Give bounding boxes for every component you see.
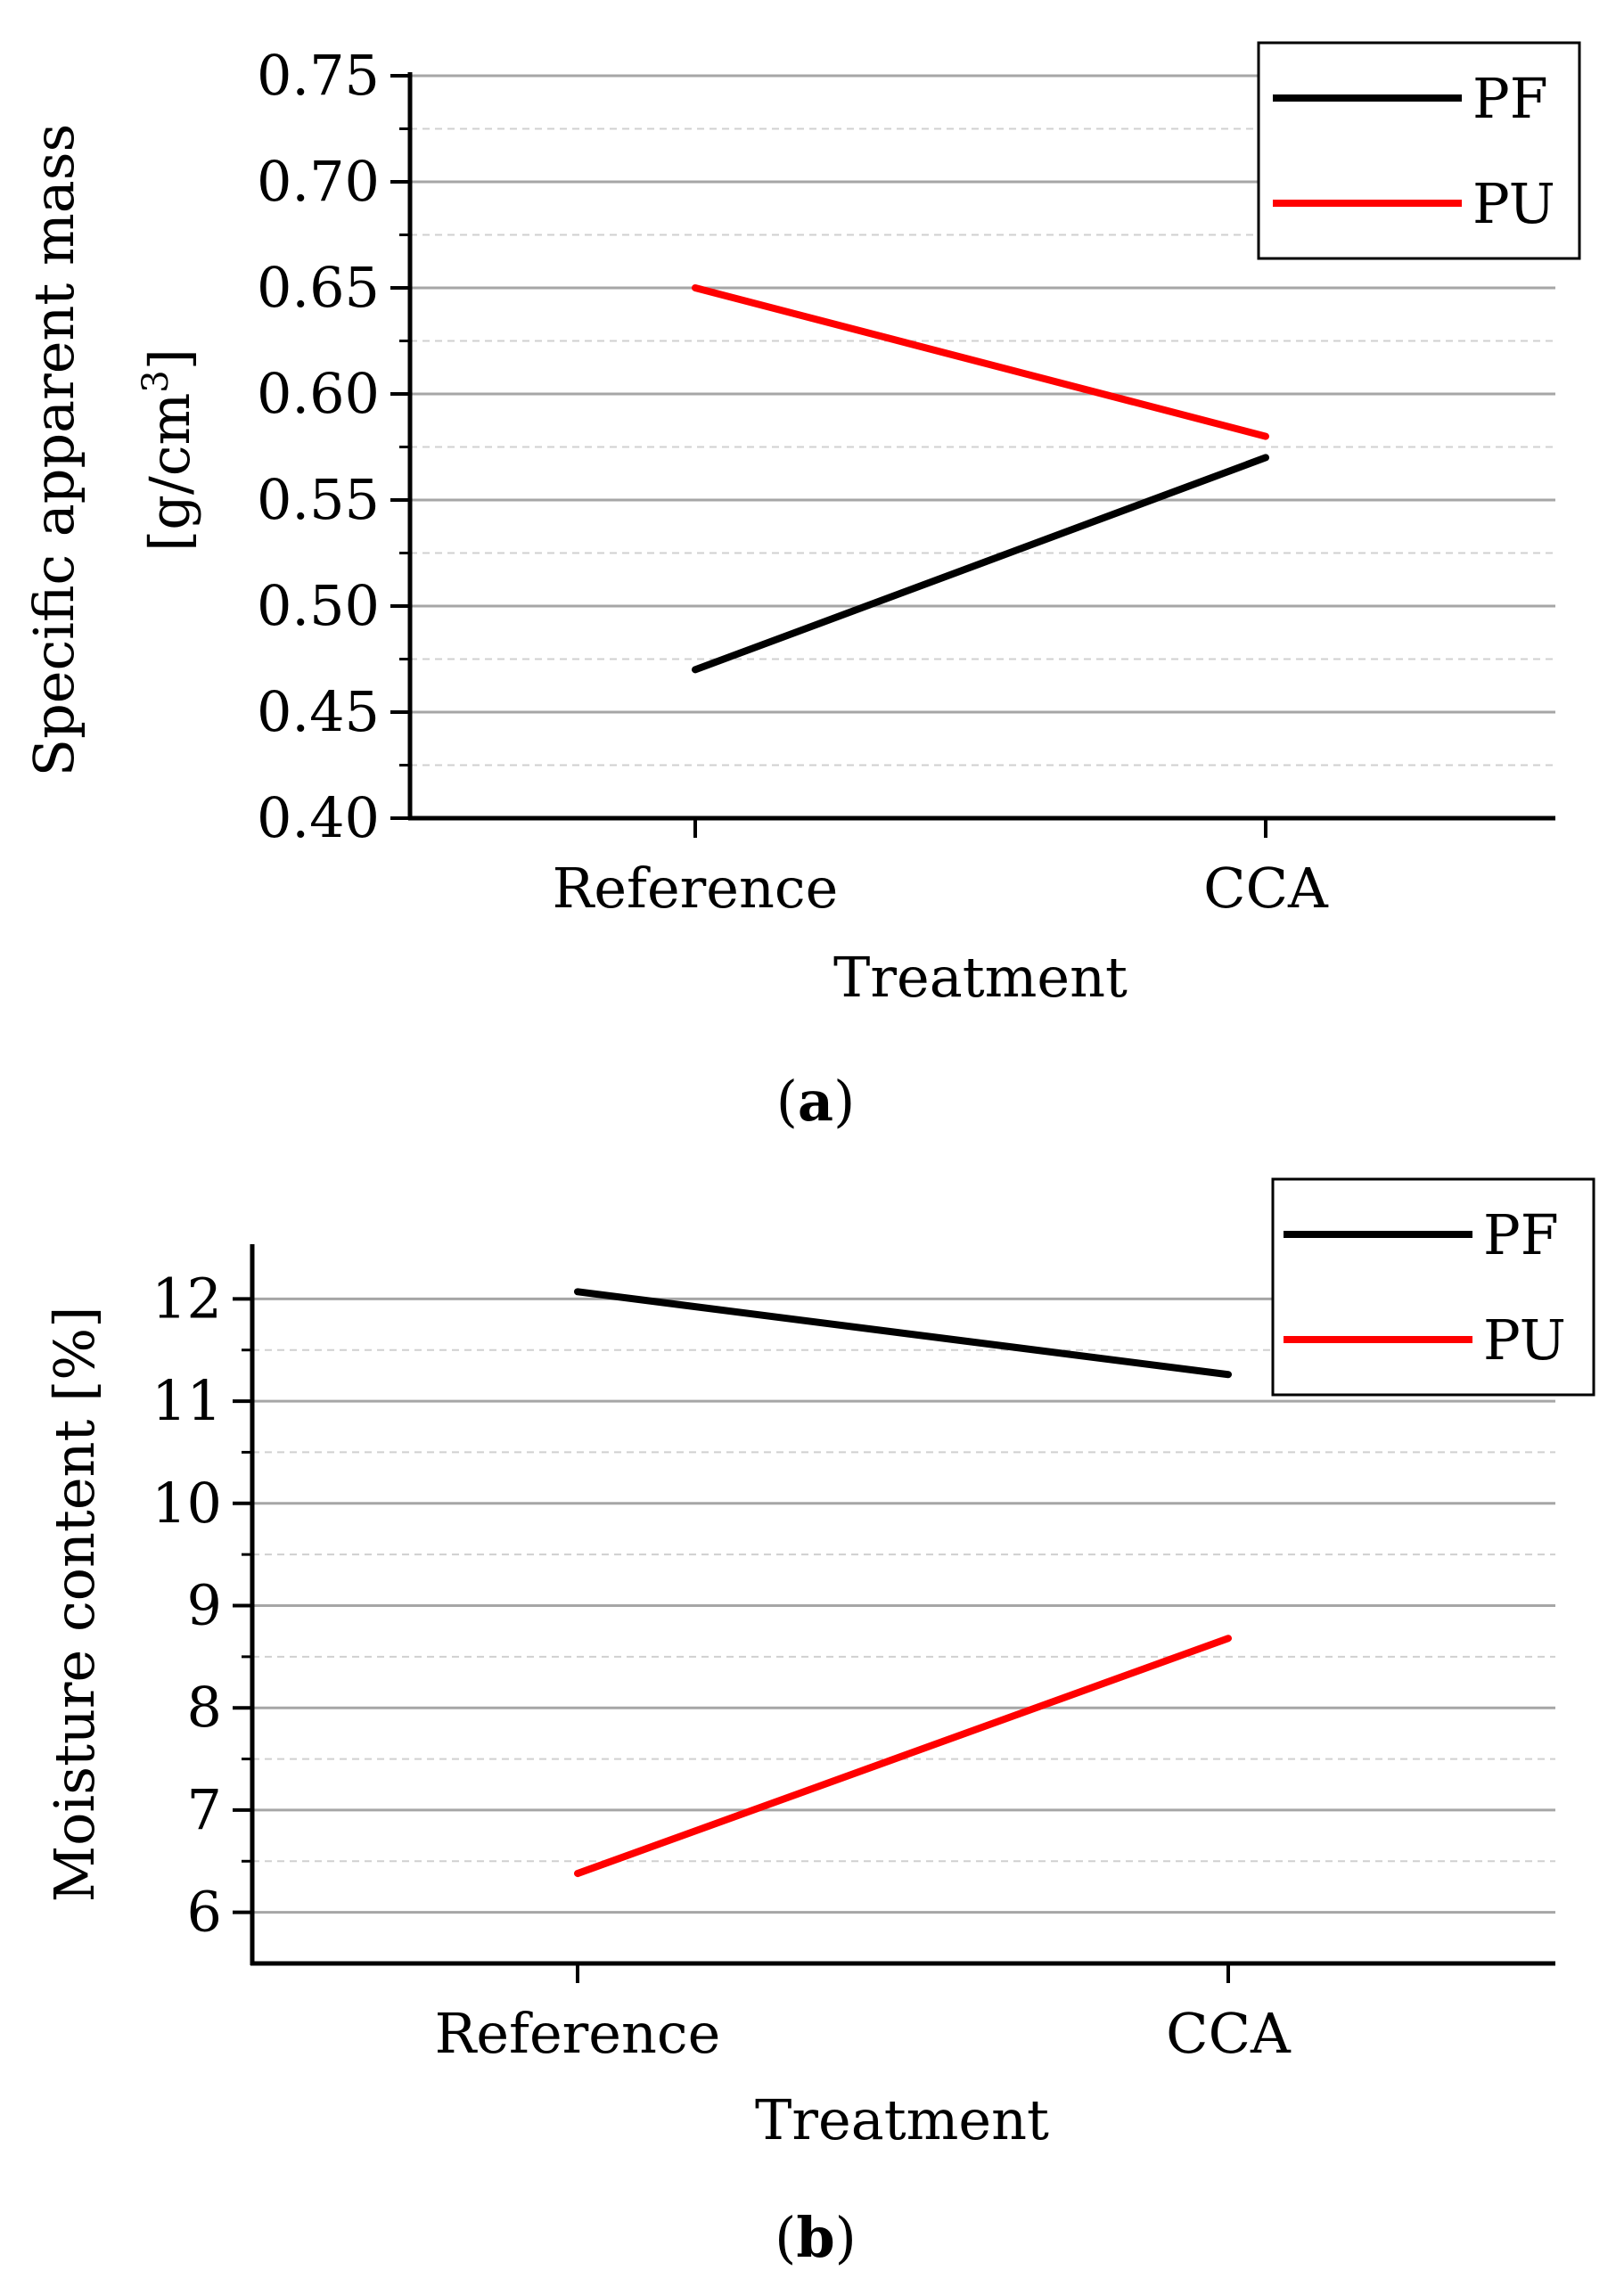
chart-a-x-axis-title: Treatment [833,945,1128,1010]
chart-b-legend-label-pu: PU [1483,1307,1566,1373]
y-tick-label: 0.75 [257,43,380,108]
chart-b-y-axis-title: Moisture content [%] [42,1307,107,1903]
x-tick-label: Reference [435,2001,721,2066]
chart-b-series [574,1288,1232,1878]
y-tick-label: 0.55 [257,467,380,532]
y-tick-label: 0.65 [257,255,380,320]
y-tick-label: 6 [187,1880,222,1945]
y-tick-label: 0.50 [257,573,380,638]
series-line-pu [692,284,1269,440]
chart-a-panel-label: (a) [776,1069,856,1134]
chart-a-legend-box [1257,41,1581,260]
chart-a-ticks: 0.40 0.45 0.50 0.55 0.60 0.65 0.70 0.75 Referenc… [257,43,1329,921]
chart-a-legend: PF PU [1257,41,1581,260]
y-tick-label: 0.60 [257,361,380,426]
y-tick-label: 0.45 [257,679,380,744]
chart-b-gridlines [252,1297,1555,1914]
chart-b-x-axis-title: Treatment [755,2087,1049,2152]
y-tick-label: 9 [187,1573,222,1638]
chart-a-legend-label-pf: PF [1472,66,1548,131]
chart-b-legend-label-pf: PF [1483,1202,1559,1267]
chart-a: 0.40 0.45 0.50 0.55 0.60 0.65 0.70 0.75 Referenc… [21,41,1581,1134]
series-line-pf [574,1288,1232,1379]
series-line-pu [574,1635,1232,1878]
chart-a-legend-label-pu: PU [1472,171,1555,236]
y-tick-label: 0.70 [257,149,380,214]
series-line-pf [692,454,1269,674]
y-tick-label: 12 [152,1266,222,1331]
x-tick-label: Reference [553,856,839,921]
chart-b-legend: PF PU [1271,1177,1595,1397]
y-tick-label: 0.40 [257,785,380,850]
y-tick-label: 7 [187,1777,222,1842]
chart-b: 6 7 8 9 10 11 12 Reference CCA Treatment Moistur… [42,1177,1595,2270]
chart-b-ticks: 6 7 8 9 10 11 12 Reference CCA [152,1266,1292,2066]
chart-a-y-axis-title-line1: Specific apparent mass [21,124,86,777]
y-tick-label: 10 [152,1471,222,1536]
y-tick-label: 11 [152,1368,222,1433]
chart-b-legend-box [1271,1177,1595,1397]
chart-a-series [692,284,1269,674]
chart-a-y-axis-title-line2: [g/cm3] [135,348,202,552]
x-tick-label: CCA [1166,2001,1292,2066]
x-tick-label: CCA [1203,856,1329,921]
chart-b-panel-label: (b) [775,2205,857,2270]
y-tick-label: 8 [187,1675,222,1740]
